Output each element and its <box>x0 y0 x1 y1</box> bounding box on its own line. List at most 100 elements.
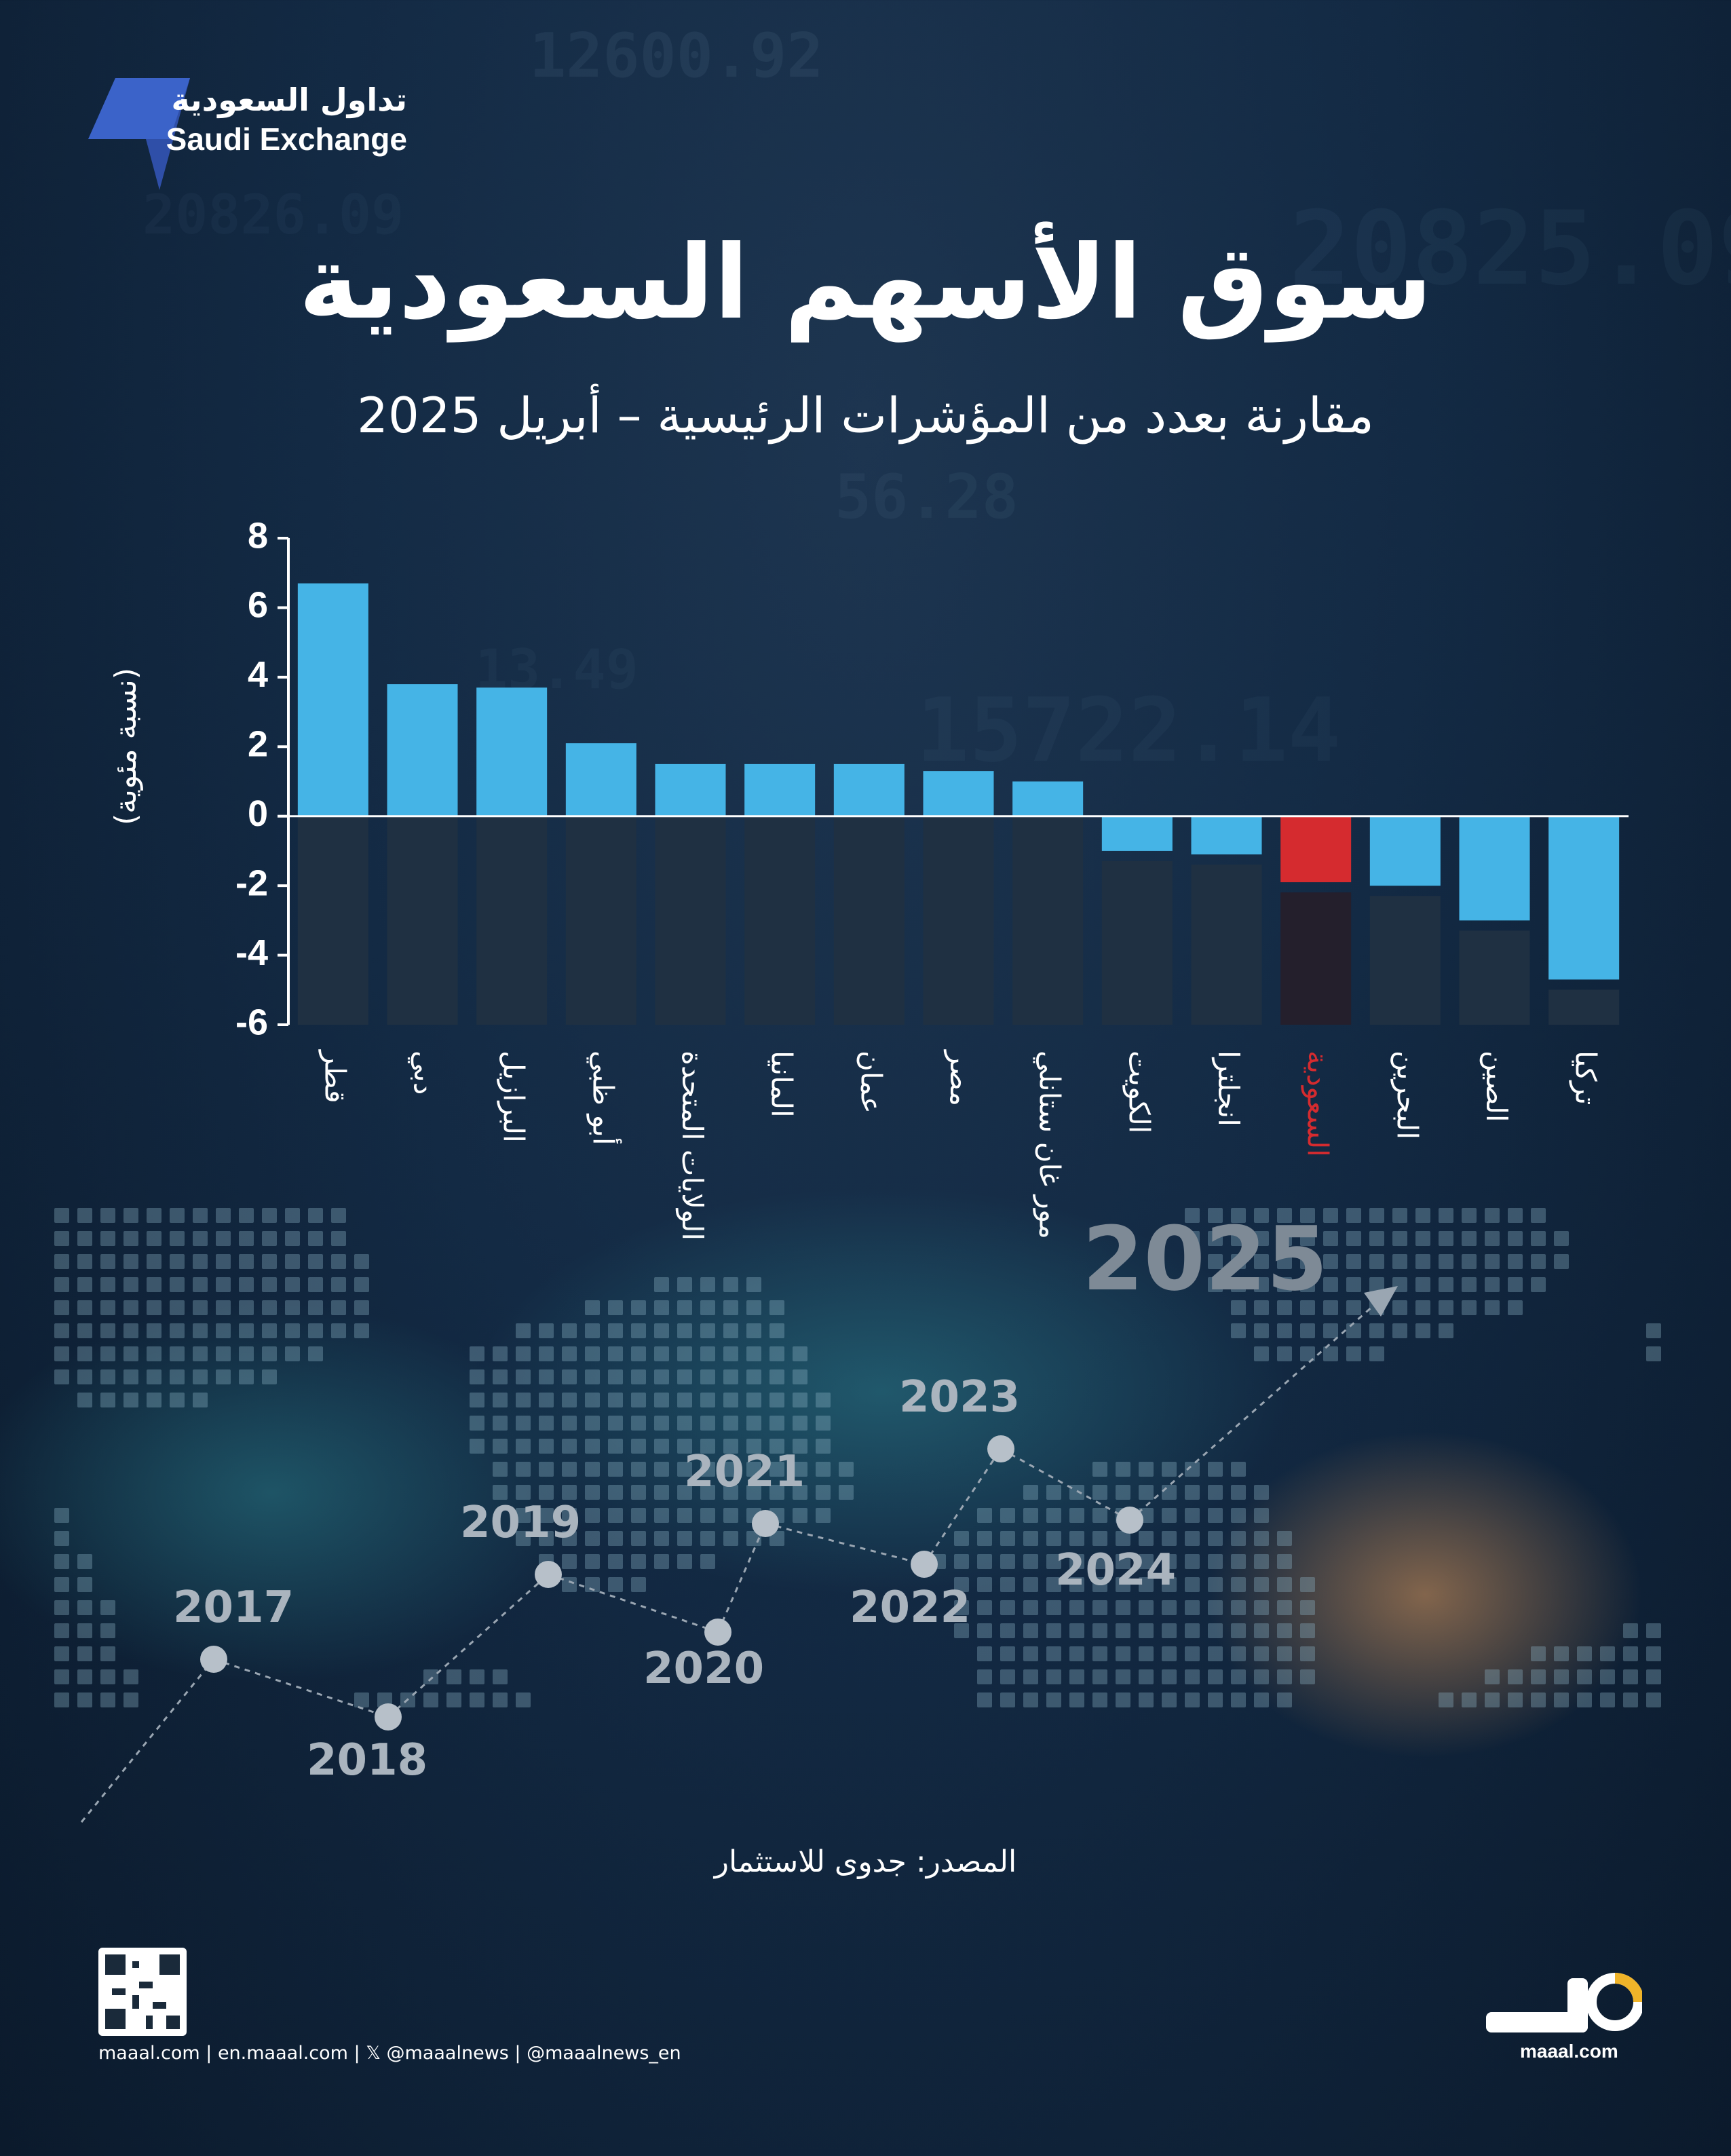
map-dot <box>1092 1462 1107 1477</box>
map-dot <box>1092 1669 1107 1684</box>
map-dot <box>54 1346 69 1361</box>
timeline-point <box>375 1703 402 1731</box>
map-dot <box>54 1369 69 1384</box>
qr-code[interactable] <box>98 1948 187 2036</box>
map-dot <box>100 1669 115 1684</box>
map-dot <box>700 1485 715 1500</box>
page-subtitle: مقارنة بعدد من المؤشرات الرئيسية – أبريل… <box>357 387 1374 444</box>
map-dot <box>123 1254 138 1269</box>
map-dot <box>1139 1485 1154 1500</box>
column-background <box>1101 860 1173 1025</box>
map-dot <box>1508 1277 1523 1292</box>
map-dot <box>654 1416 669 1431</box>
map-dot <box>1531 1208 1546 1223</box>
map-dot <box>677 1393 692 1407</box>
map-dot <box>631 1416 646 1431</box>
map-dot <box>1231 1231 1246 1246</box>
map-dot <box>562 1323 577 1338</box>
map-dot <box>193 1277 208 1292</box>
map-dot <box>1046 1485 1061 1500</box>
map-dot <box>423 1692 438 1707</box>
map-dot <box>977 1554 992 1569</box>
map-dot <box>1508 1254 1523 1269</box>
map-dot <box>1646 1646 1661 1661</box>
map-dot <box>954 1600 969 1615</box>
map-dot <box>262 1231 277 1246</box>
map-dot <box>539 1531 554 1546</box>
map-dot <box>1185 1231 1200 1246</box>
map-dot <box>1116 1554 1130 1569</box>
map-dot <box>1231 1485 1246 1500</box>
map-dot <box>1069 1646 1084 1661</box>
y-tick-label: 8 <box>248 515 268 556</box>
timeline-year-label: 2017 <box>173 1583 294 1633</box>
map-dot <box>1092 1508 1107 1523</box>
map-dot <box>1300 1231 1315 1246</box>
source-note: المصدر: جدوى للاستثمار <box>714 1845 1017 1879</box>
map-dot <box>585 1531 600 1546</box>
map-dot <box>1485 1208 1500 1223</box>
map-dot <box>562 1577 577 1592</box>
map-dot <box>1485 1300 1500 1315</box>
map-dot <box>1231 1277 1246 1292</box>
map-dot <box>470 1393 484 1407</box>
map-dot <box>631 1346 646 1361</box>
map-dot <box>1092 1646 1107 1661</box>
map-dot <box>331 1231 346 1246</box>
map-dot <box>1277 1669 1292 1684</box>
map-dot <box>654 1554 669 1569</box>
map-dot <box>1185 1600 1200 1615</box>
map-dot <box>77 1623 92 1638</box>
map-dot <box>100 1623 115 1638</box>
map-dot <box>100 1208 115 1223</box>
map-dot <box>1439 1254 1453 1269</box>
timeline-arrow-icon <box>1364 1286 1398 1317</box>
map-dot <box>562 1508 577 1523</box>
map-dot <box>1254 1254 1269 1269</box>
map-dot <box>1023 1623 1038 1638</box>
map-dot <box>1300 1623 1315 1638</box>
map-dot <box>746 1323 761 1338</box>
map-dot <box>723 1277 738 1292</box>
column-background <box>833 816 905 1025</box>
map-dot <box>285 1254 300 1269</box>
map-dot <box>147 1369 161 1384</box>
map-dot <box>562 1369 577 1384</box>
map-dot <box>54 1600 69 1615</box>
timeline-point <box>987 1435 1014 1462</box>
map-dot <box>1300 1300 1315 1315</box>
column-background <box>565 816 636 1025</box>
map-dot <box>1162 1692 1177 1707</box>
map-dot <box>1277 1231 1292 1246</box>
map-dot <box>354 1300 369 1315</box>
map-dot <box>170 1323 185 1338</box>
map-dot <box>654 1462 669 1477</box>
x-tick-label: أبو ظبي <box>586 1051 622 1146</box>
map-dot <box>539 1485 554 1500</box>
map-dot <box>654 1439 669 1454</box>
map-dot <box>631 1531 646 1546</box>
map-dot <box>1185 1646 1200 1661</box>
map-dot <box>677 1323 692 1338</box>
map-dot <box>1254 1623 1269 1638</box>
map-dot <box>1023 1577 1038 1592</box>
map-dot <box>1323 1346 1338 1361</box>
map-dot <box>1300 1277 1315 1292</box>
map-dot <box>516 1369 531 1384</box>
map-dot <box>147 1208 161 1223</box>
timeline-point <box>200 1646 227 1673</box>
map-dot <box>1277 1623 1292 1638</box>
map-dot <box>1346 1346 1361 1361</box>
bar-2 <box>387 684 458 816</box>
map-dot <box>100 1692 115 1707</box>
map-dot <box>608 1323 623 1338</box>
map-dot <box>585 1577 600 1592</box>
map-dot <box>1023 1485 1038 1500</box>
map-dot <box>746 1300 761 1315</box>
map-dot <box>262 1369 277 1384</box>
map-dot <box>193 1208 208 1223</box>
map-dot <box>608 1508 623 1523</box>
map-dot <box>1254 1554 1269 1569</box>
map-dot <box>700 1462 715 1477</box>
map-dot <box>1254 1577 1269 1592</box>
